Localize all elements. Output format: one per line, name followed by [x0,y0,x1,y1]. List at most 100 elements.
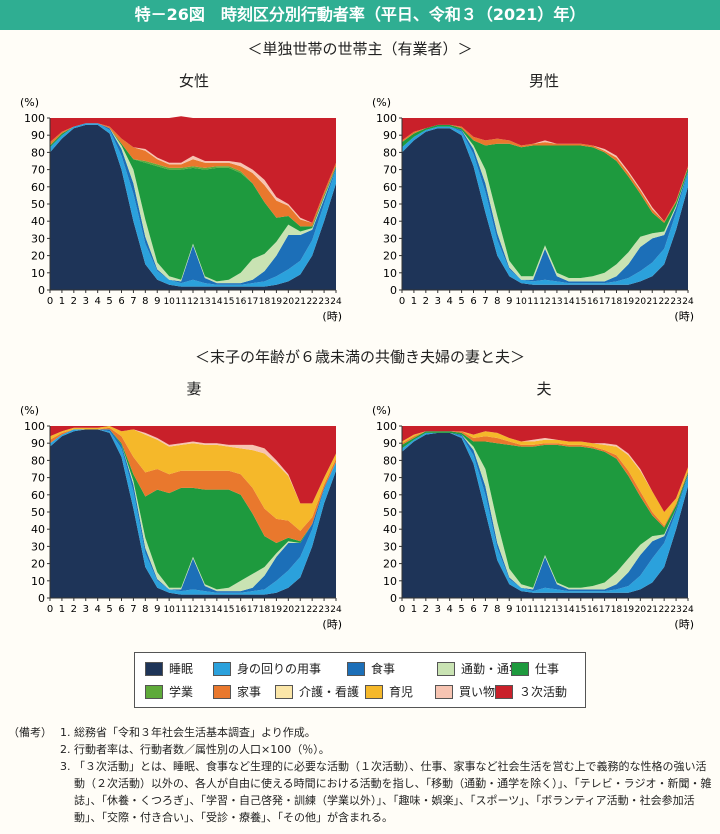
y-tick-label: 80 [31,146,45,159]
y-tick-label: 0 [390,284,397,297]
x-tick-label: 22 [306,605,317,615]
figure-header: 特－26図 時刻区分別行動者率（平日、令和３（2021）年） [0,0,720,30]
x-axis-unit: (時) [322,618,342,631]
x-tick-label: 16 [587,605,599,615]
legend-swatch [365,684,383,699]
x-tick-label: 13 [199,297,210,307]
area-series-買い物 [50,426,336,504]
x-tick-label: 2 [423,604,429,615]
x-tick-label: 9 [154,296,160,307]
y-axis-unit: (%) [372,96,391,109]
area-series-食事 [50,429,336,593]
x-tick-label: 16 [235,297,247,307]
y-tick-label: 30 [31,232,45,245]
y-tick-label: 30 [383,540,397,553]
x-tick-label: 8 [142,296,148,307]
legend-item: 通勤・通学 [437,660,521,677]
x-tick-label: 1 [59,604,65,615]
x-tick-label: 23 [670,605,681,615]
y-tick-label: 10 [383,575,397,588]
area-series-３次活動 [402,426,688,512]
panel-title-female: 女性 [178,72,209,90]
area-series-３次活動 [50,116,336,223]
x-tick-label: 10 [515,605,527,615]
area-series-身の回りの用事 [402,126,688,285]
y-tick-label: 100 [376,112,397,125]
x-tick-label: 24 [682,605,694,615]
x-tick-label: 8 [142,604,148,615]
x-tick-label: 13 [551,297,562,307]
x-tick-label: 19 [271,297,283,307]
x-tick-label: 12 [187,605,198,615]
legend-item: 育児 [365,683,413,700]
legend-item: 食事 [347,660,395,677]
legend-swatch [145,661,163,676]
legend-swatch [437,661,455,676]
x-tick-label: 17 [599,605,610,615]
x-tick-label: 0 [399,604,405,615]
area-series-仕事 [50,123,336,282]
y-tick-label: 10 [31,575,45,588]
x-tick-label: 24 [330,605,342,615]
x-tick-label: 23 [318,297,329,307]
x-tick-label: 7 [130,296,136,307]
legend-label: 食事 [371,662,396,676]
y-tick-label: 40 [383,523,397,536]
y-tick-label: 90 [31,437,45,450]
x-tick-label: 6 [470,296,476,307]
x-tick-label: 10 [163,297,175,307]
y-tick-label: 50 [31,506,45,519]
y-tick-label: 50 [31,198,45,211]
area-series-仕事 [50,429,336,590]
x-tick-label: 1 [411,604,417,615]
x-tick-label: 11 [527,605,538,615]
x-tick-label: 15 [223,605,234,615]
note-text: 行動者率は、行動者数／属性別の人口×100（％）。 [74,743,330,756]
x-tick-label: 14 [211,297,223,307]
x-tick-label: 18 [259,605,271,615]
area-series-３次活動 [50,426,336,504]
note-text: 「３次活動」とは、睡眠、食事など生理的に必要な活動（１次活動）、仕事、家事など社… [74,760,712,824]
x-tick-label: 14 [563,297,575,307]
x-tick-label: 22 [306,297,317,307]
y-tick-label: 70 [31,472,45,485]
y-tick-label: 60 [383,489,397,502]
y-tick-label: 30 [383,232,397,245]
y-tick-label: 0 [38,284,45,297]
x-tick-label: 5 [106,604,112,615]
x-tick-label: 18 [611,605,623,615]
x-axis-unit: (時) [322,310,342,323]
y-tick-label: 70 [383,164,397,177]
legend-item: 介護・看護 [275,683,359,700]
x-tick-label: 3 [435,296,441,307]
x-tick-label: 19 [623,297,635,307]
legend-swatch [495,684,513,699]
legend-item: ３次活動 [495,683,567,700]
x-tick-label: 20 [283,297,295,307]
legend-item: 買い物 [435,683,495,700]
x-tick-label: 23 [318,605,329,615]
legend-label: 学業 [169,685,194,699]
x-tick-label: 15 [223,297,234,307]
legend-item: 身の回りの用事 [213,660,321,677]
x-tick-label: 19 [271,605,283,615]
x-axis-unit: (時) [674,310,694,323]
legend-swatch [511,661,529,676]
note-num: 3. [60,760,71,773]
x-tick-label: 11 [175,605,186,615]
x-tick-label: 2 [71,296,77,307]
y-tick-label: 20 [383,558,397,571]
legend-swatch [145,684,163,699]
y-tick-label: 70 [31,164,45,177]
x-tick-label: 0 [399,296,405,307]
panel-title-wife: 妻 [186,380,202,398]
x-tick-label: 9 [154,604,160,615]
legend-label: 買い物 [459,685,496,699]
area-series-家事 [402,431,688,528]
x-tick-label: 1 [59,296,65,307]
x-tick-label: 17 [599,297,610,307]
y-tick-label: 60 [31,181,45,194]
area-series-育児 [402,431,688,526]
y-tick-label: 50 [383,506,397,519]
